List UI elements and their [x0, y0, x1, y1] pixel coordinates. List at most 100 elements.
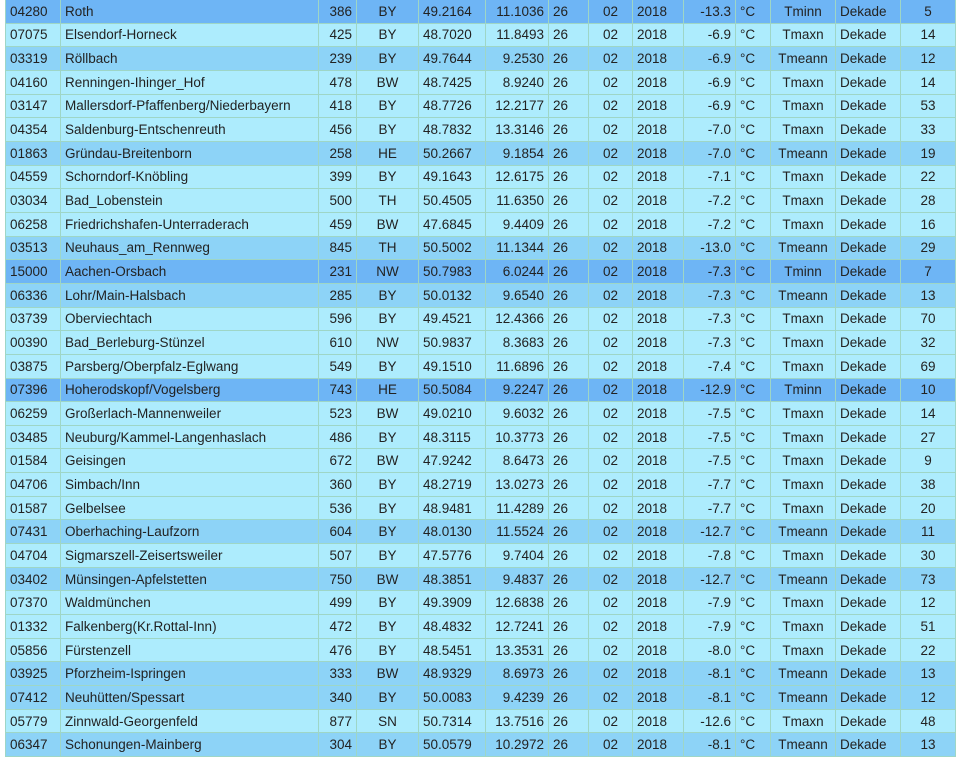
station-id-cell: 03402 [5, 566, 61, 592]
state-cell: BW [356, 661, 419, 687]
measure-type-cell: Tmeann [770, 282, 836, 308]
state-cell: BY [356, 543, 419, 568]
station-id-cell: 00390 [5, 330, 61, 355]
altitude-cell: 425 [318, 22, 357, 48]
station-name-cell: Röllbach [60, 46, 319, 71]
longitude-cell: 12.6838 [485, 590, 549, 616]
station-id-cell: 03034 [5, 188, 61, 213]
temperature-cell: -12.7 [683, 566, 736, 592]
state-cell: BY [356, 46, 419, 71]
table-row: 03513 Neuhaus_am_Rennweg 845 TH 50.5002 11.13… [5, 235, 956, 261]
rank-cell: 22 [900, 637, 956, 663]
year-cell: 2018 [632, 661, 684, 687]
year-cell: 2018 [632, 708, 684, 734]
period-cell: Dekade [835, 637, 901, 663]
latitude-cell: 48.9329 [418, 661, 486, 687]
table-row: 04704 Sigmarszell-Zeisertsweiler 507 BY 47.5… [5, 543, 956, 568]
station-name-cell: Roth [60, 0, 319, 24]
month-cell: 02 [588, 46, 633, 71]
table-row: 03147 Mallersdorf-Pfaffenberg/Niederbayer… [5, 93, 956, 119]
measure-type-cell: Tmaxn [770, 306, 836, 332]
period-cell: Dekade [835, 377, 901, 403]
rank-cell: 33 [900, 117, 956, 142]
altitude-cell: 285 [318, 282, 357, 308]
temperature-cell: -7.3 [683, 306, 736, 332]
year-cell: 2018 [632, 306, 684, 332]
period-cell: Dekade [835, 188, 901, 213]
latitude-cell: 49.4521 [418, 306, 486, 332]
day-cell: 26 [548, 685, 589, 710]
day-cell: 26 [548, 614, 589, 639]
rank-cell: 48 [900, 708, 956, 734]
longitude-cell: 13.0273 [485, 472, 549, 497]
period-cell: Dekade [835, 495, 901, 521]
altitude-cell: 456 [318, 117, 357, 142]
measure-type-cell: Tmaxn [770, 117, 836, 142]
day-cell: 26 [548, 566, 589, 592]
latitude-cell: 49.3909 [418, 590, 486, 616]
station-name-cell: Schorndorf-Knöbling [60, 164, 319, 190]
station-id-cell: 07370 [5, 590, 61, 616]
measure-type-cell: Tmaxn [770, 637, 836, 663]
latitude-cell: 48.7832 [418, 117, 486, 142]
year-cell: 2018 [632, 448, 684, 474]
day-cell: 26 [548, 708, 589, 734]
table-row: 07431 Oberhaching-Laufzorn 604 BY 48.0130 11.… [5, 519, 956, 545]
longitude-cell: 8.6973 [485, 661, 549, 687]
station-id-cell: 06258 [5, 211, 61, 237]
measure-type-cell: Tminn [770, 0, 836, 24]
latitude-cell: 50.7983 [418, 259, 486, 284]
latitude-cell: 48.7425 [418, 69, 486, 95]
latitude-cell: 50.9837 [418, 330, 486, 355]
month-cell: 02 [588, 330, 633, 355]
year-cell: 2018 [632, 566, 684, 592]
measure-type-cell: Tmaxn [770, 93, 836, 119]
temperature-cell: -7.7 [683, 495, 736, 521]
latitude-cell: 47.6845 [418, 211, 486, 237]
latitude-cell: 48.7020 [418, 22, 486, 48]
state-cell: BY [356, 117, 419, 142]
month-cell: 02 [588, 566, 633, 592]
station-id-cell: 01587 [5, 495, 61, 521]
longitude-cell: 11.1036 [485, 0, 549, 24]
temperature-cell: -12.7 [683, 519, 736, 545]
unit-cell: °C [735, 46, 771, 71]
year-cell: 2018 [632, 235, 684, 261]
unit-cell: °C [735, 543, 771, 568]
year-cell: 2018 [632, 330, 684, 355]
latitude-cell: 48.3115 [418, 424, 486, 450]
measure-type-cell: Tmeann [770, 566, 836, 592]
state-cell: BW [356, 211, 419, 237]
table-row: 05856 Fürstenzell 476 BY 48.5451 13.3531 26 02 2… [5, 637, 956, 663]
unit-cell: °C [735, 140, 771, 166]
measure-type-cell: Tmeann [770, 732, 836, 757]
state-cell: BY [356, 164, 419, 190]
state-cell: BY [356, 472, 419, 497]
station-name-cell: Geisingen [60, 448, 319, 474]
period-cell: Dekade [835, 424, 901, 450]
unit-cell: °C [735, 448, 771, 474]
station-name-cell: Aachen-Orsbach [60, 259, 319, 284]
period-cell: Dekade [835, 69, 901, 95]
longitude-cell: 8.6473 [485, 448, 549, 474]
station-name-cell: Saldenburg-Entschenreuth [60, 117, 319, 142]
temperature-cell: -7.1 [683, 164, 736, 190]
period-cell: Dekade [835, 614, 901, 639]
year-cell: 2018 [632, 614, 684, 639]
rank-cell: 29 [900, 235, 956, 261]
station-id-cell: 03925 [5, 661, 61, 687]
rank-cell: 10 [900, 377, 956, 403]
table-row: 04354 Saldenburg-Entschenreuth 456 BY 48.783… [5, 117, 956, 142]
table-row: 15000 Aachen-Orsbach 231 NW 50.7983 6.0244 26 0… [5, 259, 956, 284]
station-name-cell: Bad_Lobenstein [60, 188, 319, 213]
temperature-cell: -7.3 [683, 330, 736, 355]
longitude-cell: 9.4239 [485, 685, 549, 710]
station-id-cell: 01863 [5, 140, 61, 166]
temperature-cell: -7.8 [683, 543, 736, 568]
station-name-cell: Parsberg/Oberpfalz-Eglwang [60, 353, 319, 379]
altitude-cell: 845 [318, 235, 357, 261]
state-cell: BW [356, 448, 419, 474]
unit-cell: °C [735, 661, 771, 687]
rank-cell: 53 [900, 93, 956, 119]
altitude-cell: 500 [318, 188, 357, 213]
